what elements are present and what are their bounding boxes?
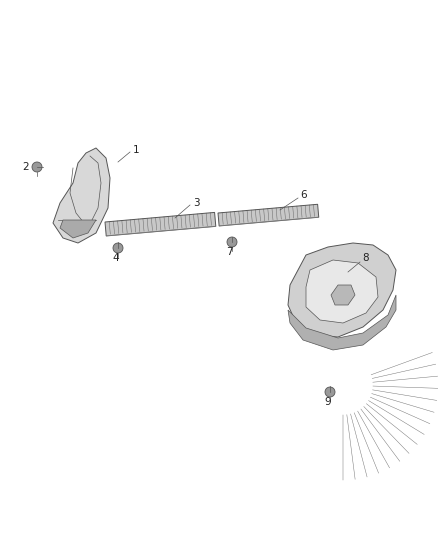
Polygon shape bbox=[105, 213, 216, 236]
Polygon shape bbox=[288, 295, 396, 350]
Polygon shape bbox=[306, 260, 378, 323]
Text: 2: 2 bbox=[22, 162, 28, 172]
Circle shape bbox=[227, 237, 237, 247]
Text: 1: 1 bbox=[133, 145, 140, 155]
Polygon shape bbox=[60, 220, 96, 238]
Text: 8: 8 bbox=[362, 253, 369, 263]
Circle shape bbox=[325, 387, 335, 397]
Text: 3: 3 bbox=[193, 198, 200, 208]
Text: 9: 9 bbox=[324, 397, 331, 407]
Polygon shape bbox=[288, 243, 396, 337]
Polygon shape bbox=[53, 148, 110, 243]
Circle shape bbox=[32, 162, 42, 172]
Text: 6: 6 bbox=[300, 190, 307, 200]
Text: 7: 7 bbox=[226, 247, 233, 257]
Polygon shape bbox=[218, 204, 319, 226]
Polygon shape bbox=[331, 285, 355, 305]
Circle shape bbox=[113, 243, 123, 253]
Text: 4: 4 bbox=[112, 253, 119, 263]
